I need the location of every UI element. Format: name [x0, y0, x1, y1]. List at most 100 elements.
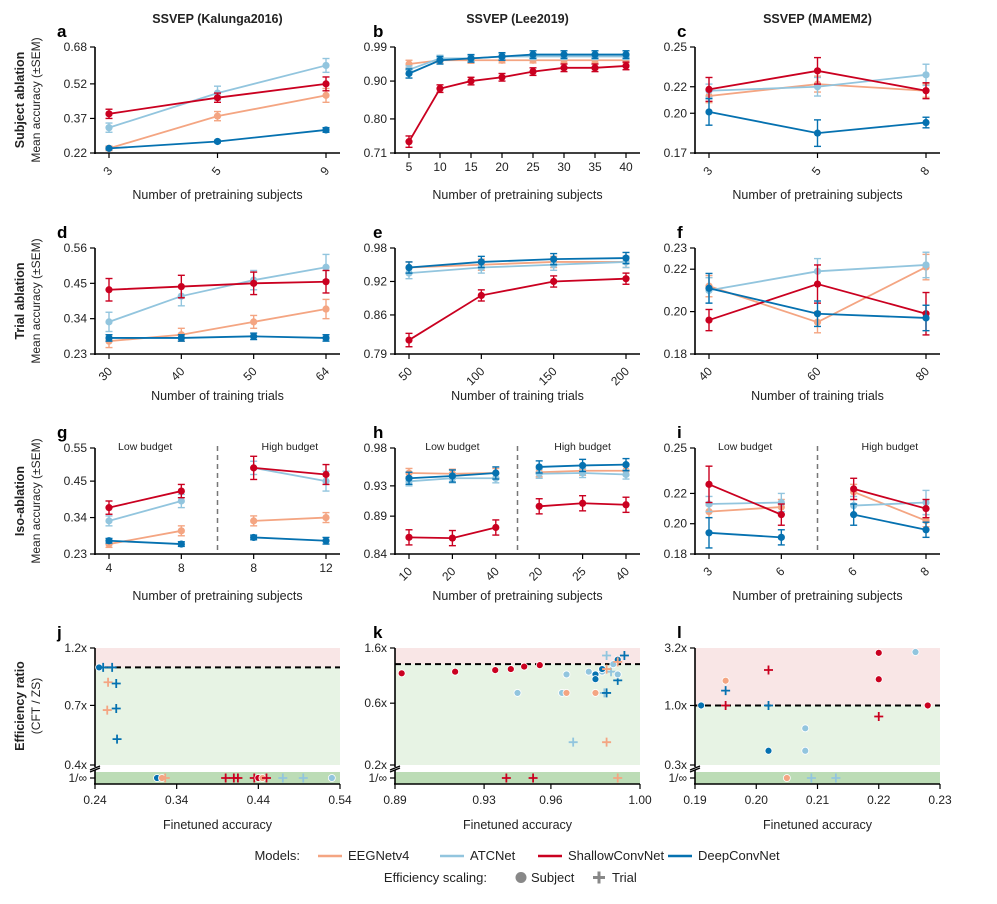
- panel-i: 0.18 0.20 0.22 0.25 3 6 6 8 Number of pretrainin…: [664, 441, 940, 603]
- data-point: [322, 334, 330, 342]
- series-line: [708, 531, 782, 539]
- data-point: [467, 54, 475, 62]
- y-tick-label: 0.71: [364, 146, 388, 160]
- panel-letter: h: [373, 423, 383, 442]
- panel-letter: b: [373, 22, 383, 41]
- data-point: [213, 112, 222, 120]
- y-tick-label: 0.2x: [364, 758, 387, 772]
- x-tick-label: 50: [396, 364, 416, 384]
- data-point: [591, 50, 599, 59]
- series-line: [408, 257, 627, 269]
- x-tick-label: 100: [463, 364, 487, 388]
- legend-scaling-label: Efficiency scaling:: [384, 870, 487, 885]
- trial-scaling-point: [721, 700, 731, 710]
- subject-scaling-point: [562, 689, 571, 697]
- data-point: [922, 71, 930, 79]
- legend-model-name: ATCNet: [470, 848, 516, 863]
- x-tick-label: 6: [773, 564, 788, 579]
- trial-scaling-point: [102, 705, 112, 715]
- x-tick-label: 40: [483, 564, 503, 584]
- data-point: [622, 275, 630, 283]
- y-tick-label: 0.7x: [64, 698, 87, 712]
- subject-scaling-point: [911, 648, 920, 656]
- series-atcnet: [405, 467, 630, 487]
- series-line: [708, 501, 782, 505]
- data-point: [322, 305, 330, 313]
- x-tick-label: 6: [845, 564, 860, 579]
- trial-scaling-point: [107, 662, 117, 672]
- data-point: [105, 537, 113, 545]
- x-tick-label: 30: [557, 160, 571, 174]
- x-tick-label: 3: [700, 564, 715, 579]
- series-deepconvnet: [105, 332, 330, 342]
- series-deepconvnet: [405, 457, 630, 486]
- x-tick-label: 5: [406, 160, 413, 174]
- data-point: [622, 50, 630, 59]
- data-point: [535, 463, 543, 471]
- data-point: [250, 533, 258, 542]
- trial-scaling-point: [160, 773, 170, 783]
- data-point: [213, 94, 222, 102]
- trial-scaling-point: [602, 737, 612, 747]
- axis-break-mark: [89, 765, 101, 771]
- data-point: [813, 280, 822, 288]
- data-point: [492, 469, 500, 477]
- legend: Models: EEGNetv4 ATCNet ShallowConvNet DeepC…: [254, 848, 780, 885]
- data-point: [622, 62, 630, 70]
- series-deepconvnet: [705, 272, 930, 332]
- series-line: [853, 513, 927, 531]
- x-tick-label: 12: [319, 561, 333, 575]
- series-shallowconvnet: [405, 272, 630, 348]
- y-tick-label: 0.34: [64, 312, 88, 326]
- y-tick-label: 0.25: [664, 441, 688, 455]
- trial-scaling-point: [602, 651, 612, 661]
- trial-scaling-point: [764, 665, 773, 675]
- y-tick-label: 0.99: [364, 40, 388, 54]
- y-tick-label: 0.55: [64, 441, 88, 455]
- x-tick-label: 0.21: [806, 793, 830, 807]
- panel-c: 0.17 0.20 0.22 0.25 3 5 8 Number of pretraining…: [664, 40, 940, 202]
- y-tick-label: 0.20: [664, 305, 688, 319]
- y-tick-label: 0.80: [364, 112, 388, 126]
- trial-scaling-point: [806, 773, 816, 783]
- data-point: [705, 108, 713, 116]
- data-point: [560, 64, 568, 72]
- y-tick-label: 0.18: [664, 547, 688, 561]
- infinity-tick-label: 1/∞: [68, 771, 87, 785]
- data-point: [105, 318, 113, 326]
- y-tick-label: 0.17: [664, 146, 688, 160]
- data-point: [105, 286, 113, 294]
- x-tick-label: 40: [696, 364, 716, 384]
- trial-scaling-point: [98, 662, 108, 672]
- trial-scaling-point: [278, 773, 288, 783]
- y-tick-label: 0.22: [664, 80, 688, 94]
- trial-scaling-point: [262, 773, 271, 783]
- x-tick-label: 1.00: [628, 793, 652, 807]
- infinity-band: [395, 772, 640, 784]
- above-reference-region: [95, 648, 340, 668]
- row-subtitle: Mean accuracy (±SEM): [29, 37, 43, 162]
- x-axis-label: Number of pretraining subjects: [432, 589, 602, 603]
- data-point: [622, 461, 630, 469]
- legend-trial-marker: [593, 871, 605, 884]
- panel-letter: g: [57, 423, 67, 442]
- x-axis-label: Finetuned accuracy: [463, 818, 573, 832]
- legend-trial-label: Trial: [612, 870, 637, 885]
- subject-scaling-point: [535, 661, 544, 670]
- y-tick-label: 1.0x: [664, 698, 687, 712]
- data-point: [105, 144, 113, 152]
- data-point: [105, 517, 113, 525]
- y-tick-label: 0.20: [664, 106, 688, 120]
- series-shallowconvnet: [105, 455, 330, 515]
- data-point: [177, 527, 185, 535]
- y-tick-label: 0.22: [64, 146, 88, 160]
- series-line: [253, 466, 327, 483]
- column-title: SSVEP (Kalunga2016): [152, 12, 282, 26]
- legend-subject-label: Subject: [531, 870, 575, 885]
- high-budget-label: High budget: [862, 441, 919, 453]
- subject-scaling-point: [451, 667, 460, 676]
- series-line: [253, 466, 327, 476]
- trial-scaling-point: [764, 700, 773, 710]
- x-axis-label: Finetuned accuracy: [163, 818, 273, 832]
- panel-a: 0.22 0.37 0.52 0.68 3 5 9 Number of pretraining…: [64, 40, 340, 202]
